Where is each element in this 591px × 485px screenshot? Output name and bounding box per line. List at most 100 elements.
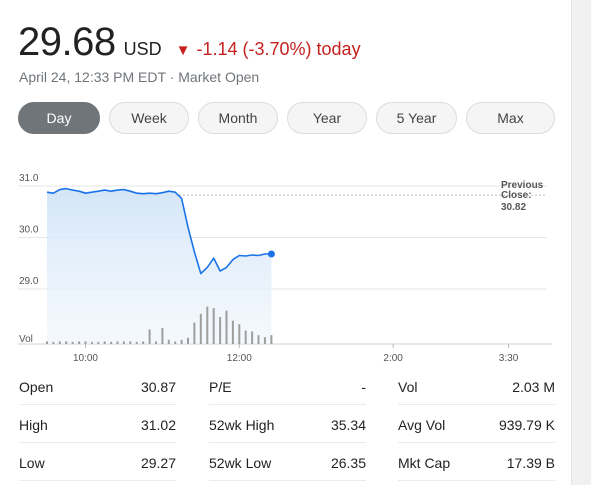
tab-month[interactable]: Month <box>198 102 278 134</box>
tab-label: Year <box>312 110 342 126</box>
volume-bar <box>263 337 266 344</box>
price-header: 29.68 USD ▼ -1.14 (-3.70%) today <box>18 20 361 65</box>
previous-close-label: Close: <box>501 190 532 201</box>
tab-year[interactable]: Year <box>287 102 367 134</box>
stat-cell: High 31.02 <box>19 406 176 443</box>
tab-label: Max <box>497 110 524 126</box>
x-tick-label: 10:00 <box>73 353 98 364</box>
stat-value: 29.27 <box>140 455 176 471</box>
stat-cell: P/E - <box>209 368 366 405</box>
stat-label: Low <box>19 455 45 471</box>
previous-close-value: 30.82 <box>501 202 526 213</box>
stat-label: High <box>19 417 48 433</box>
tab-day[interactable]: Day <box>18 102 100 134</box>
current-price-point <box>267 250 275 258</box>
range-tabs: Day Week Month Year 5 Year Max <box>18 102 555 134</box>
volume-bar <box>212 308 215 344</box>
volume-bar <box>148 329 151 344</box>
volume-bar <box>251 331 254 344</box>
volume-bar <box>257 335 260 344</box>
tab-label: Month <box>218 110 258 126</box>
stat-label: Avg Vol <box>398 417 446 433</box>
tab-week[interactable]: Week <box>109 102 189 134</box>
volume-bar <box>122 341 125 344</box>
volume-bar <box>199 313 202 344</box>
stat-label: Vol <box>398 379 418 395</box>
tab-5-year[interactable]: 5 Year <box>376 102 457 134</box>
volume-bar <box>135 341 138 344</box>
volume-bar <box>270 335 273 344</box>
y-tick-label: 29.0 <box>19 276 39 287</box>
current-price: 29.68 <box>18 20 116 64</box>
volume-bar <box>97 341 100 344</box>
tab-max[interactable]: Max <box>466 102 555 134</box>
stat-cell: Mkt Cap 17.39 B <box>398 444 555 481</box>
stats-row: High 31.02 52wk High 35.34 Avg Vol 939.79 K <box>0 406 572 444</box>
volume-bar <box>78 341 81 344</box>
stat-value: 31.02 <box>140 417 176 433</box>
volume-bar <box>187 337 189 344</box>
volume-bar <box>52 341 55 344</box>
stat-label: 52wk Low <box>209 455 272 471</box>
volume-bar <box>155 341 157 344</box>
volume-bar <box>238 324 241 344</box>
volume-bar <box>167 339 170 344</box>
stat-cell: Vol 2.03 M <box>398 368 555 405</box>
stat-cell: 52wk Low 26.35 <box>209 444 366 481</box>
stat-value: - <box>361 379 366 395</box>
stat-label: P/E <box>209 379 232 395</box>
price-area <box>47 188 272 344</box>
price-change: ▼ -1.14 (-3.70%) today <box>176 39 361 60</box>
y-tick-label: 31.0 <box>19 173 39 184</box>
x-tick-label: 2:00 <box>383 353 403 364</box>
stat-cell: Avg Vol 939.79 K <box>398 406 555 443</box>
volume-bar <box>46 341 48 344</box>
volume-bar <box>65 341 68 344</box>
volume-bar <box>71 341 74 344</box>
stat-value: 2.03 M <box>512 379 555 395</box>
stat-cell: 52wk High 35.34 <box>209 406 366 443</box>
stat-value: 17.39 B <box>506 455 555 471</box>
volume-bar <box>58 341 61 344</box>
volume-bar <box>129 341 132 344</box>
separator: · <box>165 69 179 85</box>
volume-bar <box>206 306 209 344</box>
volume-bar <box>193 322 196 344</box>
volume-bar <box>161 327 164 344</box>
y-tick-label: 30.0 <box>19 225 39 236</box>
volume-bar <box>219 317 222 344</box>
previous-close-label: Previous <box>501 180 544 191</box>
volume-bar <box>142 341 145 344</box>
price-line <box>46 187 272 275</box>
volume-bar <box>225 310 228 344</box>
volume-bar <box>103 341 106 344</box>
volume-bar <box>116 341 119 344</box>
x-tick-label: 3:30 <box>499 353 519 364</box>
stock-quote-card: 29.68 USD ▼ -1.14 (-3.70%) today April 24… <box>0 0 572 485</box>
volume-bar <box>84 341 87 344</box>
stat-cell: Open 30.87 <box>19 368 176 405</box>
price-change-text: -1.14 (-3.70%) today <box>196 39 361 59</box>
stat-value: 30.87 <box>140 379 176 395</box>
stat-cell: Low 29.27 <box>19 444 176 481</box>
quote-timestamp-line: April 24, 12:33 PM EDT · Market Open <box>19 69 259 85</box>
tab-label: Week <box>131 110 167 126</box>
tab-label: 5 Year <box>396 110 437 126</box>
stat-label: 52wk High <box>209 417 275 433</box>
market-status: Market Open <box>178 69 260 85</box>
stats-row: Low 29.27 52wk Low 26.35 Mkt Cap 17.39 B <box>0 444 572 482</box>
volume-bar <box>174 341 177 344</box>
volume-bar <box>110 341 113 344</box>
x-tick-label: 12:00 <box>227 353 252 364</box>
stat-value: 26.35 <box>330 455 366 471</box>
stat-value: 35.34 <box>330 417 366 433</box>
quote-timestamp: April 24, 12:33 PM EDT <box>19 69 166 85</box>
volume-bar <box>244 330 247 344</box>
stat-label: Mkt Cap <box>398 455 451 471</box>
stat-value: 939.79 K <box>498 417 555 433</box>
stats-row: Open 30.87 P/E - Vol 2.03 M <box>0 368 572 406</box>
volume-label: Vol <box>19 334 33 345</box>
tab-label: Day <box>46 110 72 126</box>
stat-label: Open <box>19 379 54 395</box>
